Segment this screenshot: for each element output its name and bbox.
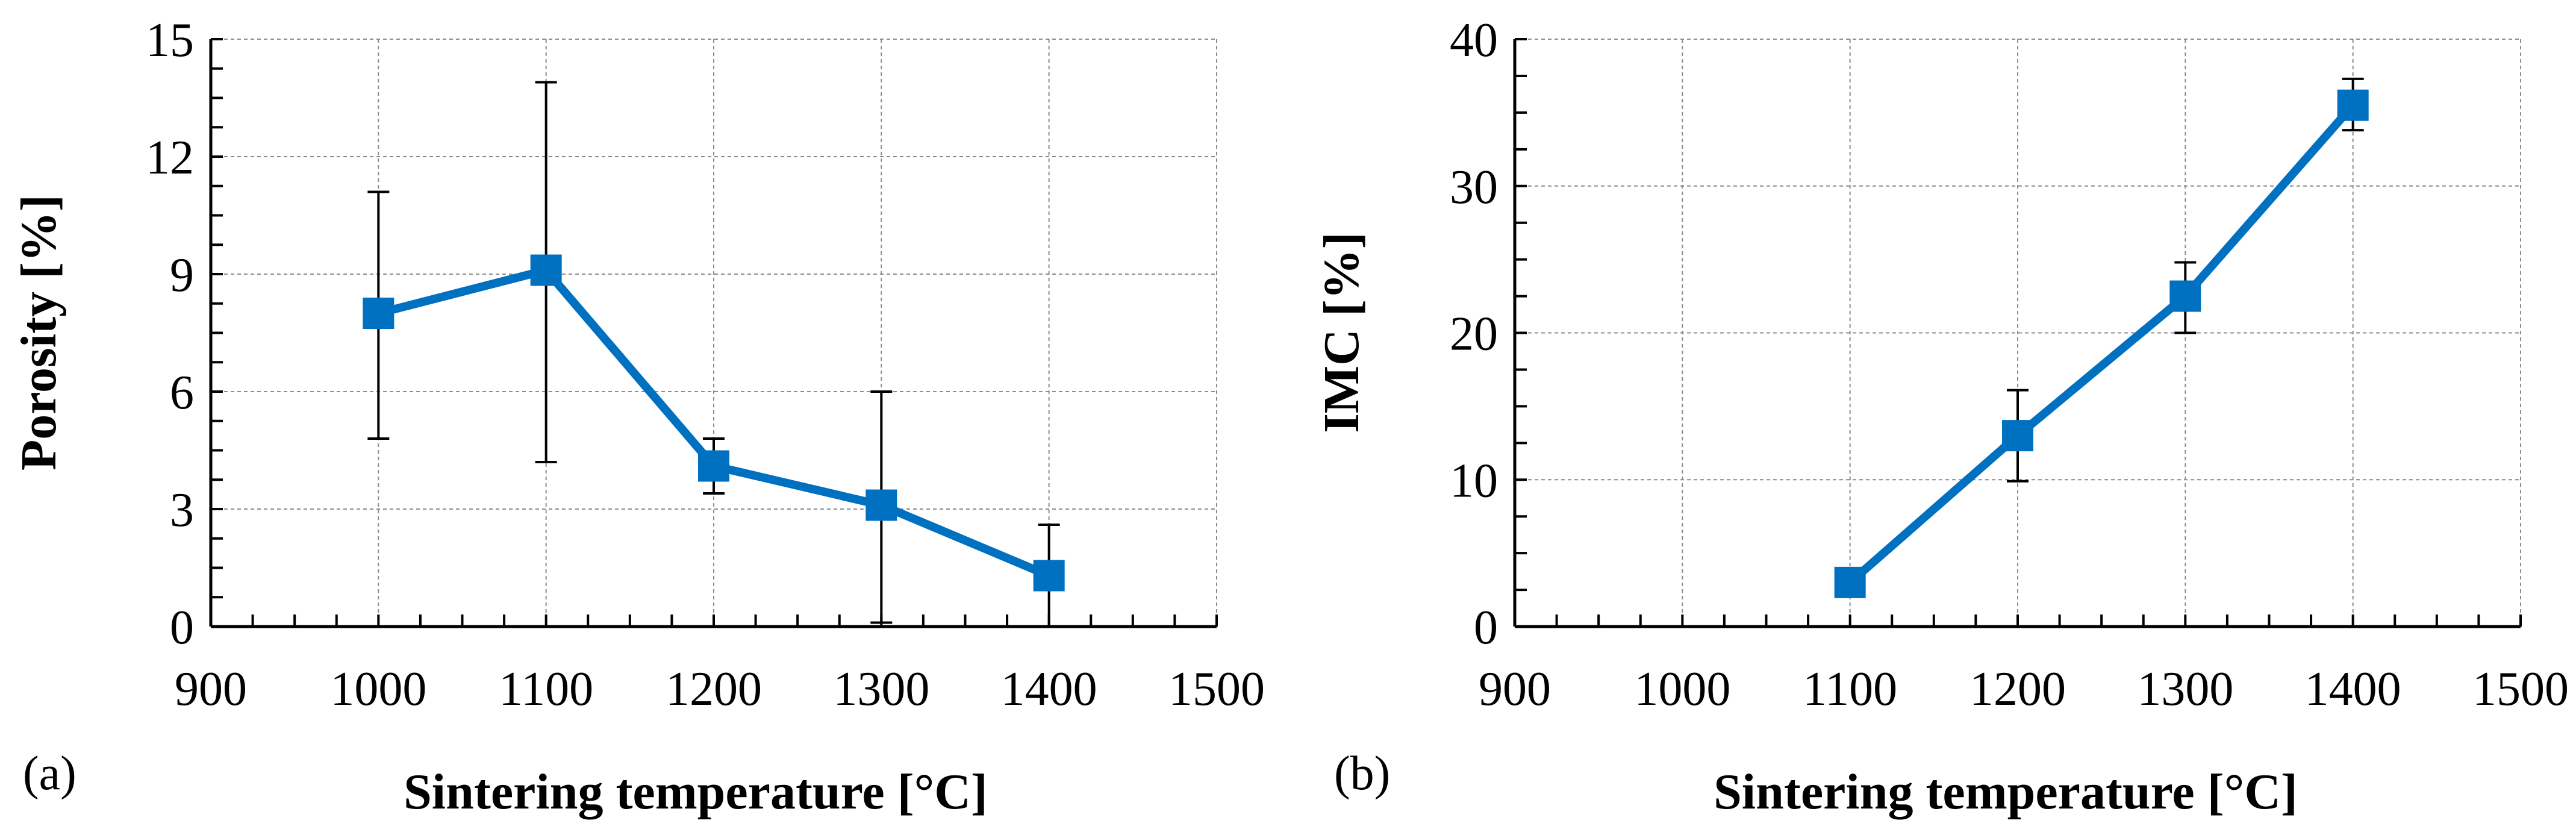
axes: [1513, 39, 2521, 628]
x-tick-label: 1200: [1969, 663, 2066, 716]
y-tick-label: 0: [1474, 601, 1498, 654]
y-axis-title: Porosity [%]: [11, 195, 67, 471]
y-tick-label: 9: [170, 249, 194, 302]
y-tick-label: 40: [1450, 14, 1498, 67]
data-point-marker: [1834, 566, 1866, 598]
y-axis-title: IMC [%]: [1314, 232, 1370, 433]
series-markers: [1834, 89, 2369, 598]
y-tick-label: 20: [1450, 308, 1498, 361]
y-tick-label: 10: [1450, 454, 1498, 507]
data-point-marker: [865, 489, 897, 521]
x-tick-label: 1400: [1001, 663, 1097, 716]
y-tick-label: 6: [170, 366, 194, 419]
y-tick-label: 3: [170, 484, 194, 537]
x-tick-label: 1300: [833, 663, 929, 716]
data-point-marker: [363, 298, 395, 329]
x-axis-title: Sintering temperature [°C]: [404, 764, 988, 820]
x-tick-label: 900: [1479, 663, 1551, 716]
data-point-marker: [2002, 420, 2033, 452]
x-tick-label: 1400: [2305, 663, 2401, 716]
data-point-marker: [530, 254, 562, 286]
y-tick-labels: 0 3 6 9 12 15: [146, 14, 194, 654]
y-tick-label: 12: [146, 131, 194, 184]
data-point-marker: [1033, 560, 1065, 592]
data-point-marker: [2169, 280, 2201, 312]
imc-chart: 0 10 20 30 40 900 1000 1100 1200 1300 1400 1500 IM…: [1314, 14, 2569, 820]
x-tick-label: 1000: [1634, 663, 1730, 716]
x-tick-label: 1500: [1168, 663, 1265, 716]
x-tick-labels: 900 1000 1100 1200 1300 1400 1500: [175, 663, 1265, 716]
y-tick-label: 0: [170, 601, 194, 654]
series-line: [1845, 101, 2357, 587]
x-axis-title: Sintering temperature [°C]: [1714, 764, 2298, 820]
y-tick-labels: 0 10 20 30 40: [1450, 14, 1498, 654]
x-tick-label: 1100: [1803, 663, 1897, 716]
x-tick-label: 1500: [2472, 663, 2569, 716]
panel-label: (b): [1334, 747, 1390, 800]
grid-lines: [1514, 39, 2521, 627]
x-tick-label: 1000: [330, 663, 426, 716]
x-tick-label: 900: [175, 663, 247, 716]
x-tick-label: 1300: [2137, 663, 2233, 716]
y-tick-label: 30: [1450, 161, 1498, 214]
y-tick-label: 15: [146, 14, 194, 67]
x-tick-label: 1200: [666, 663, 762, 716]
data-point-marker: [2337, 89, 2369, 121]
grid-lines: [210, 39, 1217, 627]
minor-ticks: [1514, 38, 2522, 628]
porosity-chart: 0 3 6 9 12 15 900 1000 1100 1200 1300 1400 1500 Por…: [11, 14, 1265, 820]
series-markers: [363, 254, 1065, 592]
panel-label: (a): [23, 747, 76, 800]
series-line-path: [1845, 101, 2357, 587]
data-point-marker: [698, 450, 729, 482]
x-tick-label: 1100: [499, 663, 593, 716]
x-tick-labels: 900 1000 1100 1200 1300 1400 1500: [1479, 663, 2569, 716]
